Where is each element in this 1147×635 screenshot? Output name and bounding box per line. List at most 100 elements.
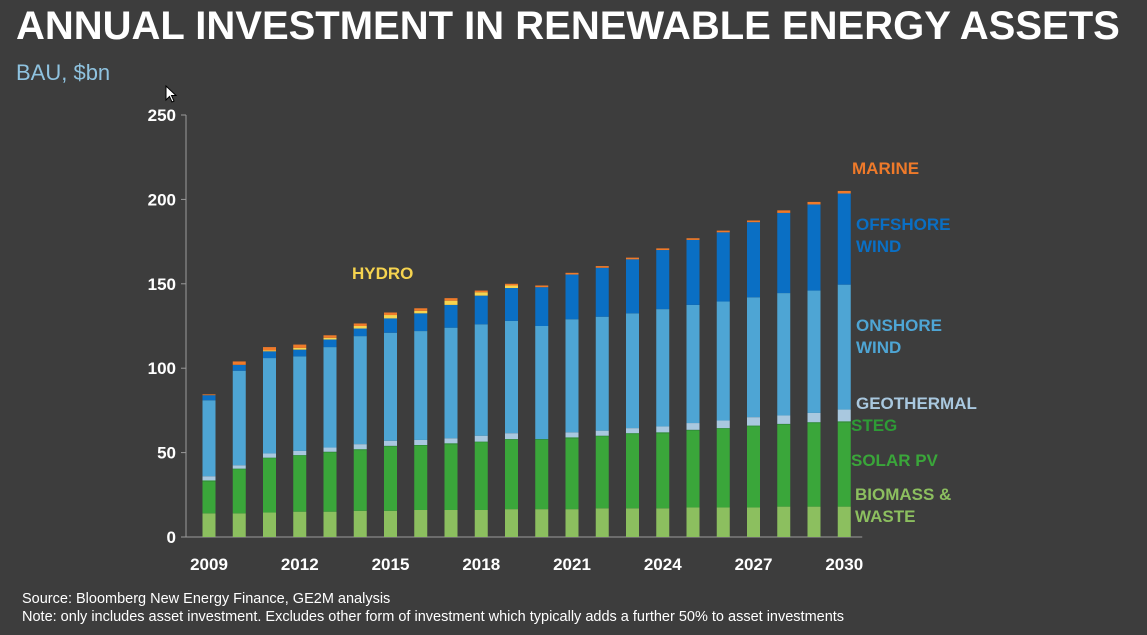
bar-segment-onshore-wind <box>263 358 276 454</box>
bar-segment-marine <box>323 335 337 338</box>
bar-segment-steg <box>565 437 579 439</box>
bar-segment-solar-pv <box>444 444 458 510</box>
bar-segment-marine <box>565 272 579 275</box>
bar-segment-steg <box>686 429 700 431</box>
bar-segment-biomass-waste <box>444 509 458 537</box>
series-label-line2: WIND <box>856 338 901 357</box>
x-tick-label: 2015 <box>372 555 410 574</box>
bar-segment-solar-pv <box>505 439 518 510</box>
footnote: Note: only includes asset investment. Ex… <box>22 609 845 625</box>
bar-segment-onshore-wind <box>353 336 367 445</box>
bar-segment-onshore-wind <box>444 327 458 439</box>
bar-segment-biomass-waste <box>232 513 246 537</box>
bar-segment-geothermal <box>807 412 821 423</box>
bar-segment-offshore-wind <box>323 339 337 348</box>
bar-segment-steg <box>626 433 639 435</box>
bar-segment-solar-pv <box>414 445 428 510</box>
bar-segment-solar-pv <box>323 452 337 512</box>
bars-group <box>202 190 851 537</box>
y-tick-label: 150 <box>148 275 176 294</box>
bar-segment-marine <box>444 298 458 301</box>
bar-segment-solar-pv <box>807 423 821 507</box>
bar-segment-marine <box>353 323 367 326</box>
bar-segment-offshore-wind <box>626 259 639 314</box>
bar-segment-hydro <box>353 326 367 329</box>
bar-segment-marine <box>232 361 246 365</box>
series-label: STEG <box>851 416 897 435</box>
bar-segment-geothermal <box>686 423 700 430</box>
bar-segment-marine <box>626 257 639 260</box>
bar-segment-steg <box>202 480 216 482</box>
bar-segment-solar-pv <box>474 442 488 510</box>
bar-segment-offshore-wind <box>807 204 821 291</box>
bar-segment-steg <box>777 423 791 425</box>
bar-segment-marine <box>263 347 276 351</box>
y-tick-label: 100 <box>148 359 176 378</box>
series-label: SOLAR PV <box>851 451 939 470</box>
bar-segment-onshore-wind <box>837 284 851 410</box>
bar-segment-geothermal <box>626 428 639 434</box>
bar-segment-biomass-waste <box>505 509 518 537</box>
bar-segment-hydro <box>293 347 307 350</box>
bar-segment-solar-pv <box>202 481 216 514</box>
series-label-line2: WASTE <box>855 507 915 526</box>
bar-segment-geothermal <box>747 417 760 426</box>
bar-segment-onshore-wind <box>323 347 337 448</box>
bar-segment-onshore-wind <box>414 331 428 440</box>
bar-segment-marine <box>656 248 670 251</box>
bar-segment-solar-pv <box>384 446 397 511</box>
bar-segment-geothermal <box>656 426 670 433</box>
bar-segment-onshore-wind <box>565 319 579 433</box>
bar-segment-geothermal <box>414 439 428 446</box>
bar-segment-onshore-wind <box>535 326 549 440</box>
bar-segment-offshore-wind <box>505 288 518 321</box>
x-tick-label: 2024 <box>644 555 682 574</box>
bar-segment-marine <box>747 220 760 223</box>
bar-segment-geothermal <box>323 447 337 452</box>
bar-segment-hydro <box>444 300 458 305</box>
bar-segment-marine <box>777 210 791 213</box>
bar-segment-solar-pv <box>837 422 851 507</box>
bar-segment-geothermal <box>444 438 458 444</box>
bar-segment-biomass-waste <box>414 509 428 537</box>
bar-segment-geothermal <box>293 450 307 456</box>
bar-segment-biomass-waste <box>474 509 488 537</box>
series-label: ONSHORE <box>856 316 942 335</box>
bar-segment-marine <box>384 312 397 316</box>
bar-segment-onshore-wind <box>626 313 639 429</box>
bar-segment-onshore-wind <box>293 356 307 451</box>
y-axis: 0 50 100 150 200 250 <box>148 106 187 547</box>
bar-segment-biomass-waste <box>353 510 367 537</box>
bar-segment-steg <box>747 425 760 427</box>
bar-segment-marine <box>474 290 488 293</box>
x-tick-label: 2009 <box>190 555 228 574</box>
bar-segment-steg <box>716 428 730 429</box>
x-tick-label: 2021 <box>553 555 591 574</box>
bar-segment-solar-pv <box>686 430 700 508</box>
bar-segment-biomass-waste <box>595 508 609 537</box>
bar-segment-steg <box>293 455 307 456</box>
bar-segment-steg <box>656 432 670 434</box>
bar-segment-offshore-wind <box>263 351 276 359</box>
bar-segment-steg <box>505 439 518 440</box>
bar-segment-onshore-wind <box>686 304 700 424</box>
bar-segment-hydro <box>323 337 337 340</box>
bar-segment-onshore-wind <box>777 293 791 416</box>
bar-segment-solar-pv <box>747 426 760 508</box>
bar-segment-hydro <box>263 350 276 352</box>
bar-segment-offshore-wind <box>202 395 216 401</box>
bar-segment-solar-pv <box>353 450 367 511</box>
bar-segment-offshore-wind <box>293 349 307 357</box>
bar-segment-biomass-waste <box>837 506 851 537</box>
bar-segment-onshore-wind <box>474 324 488 436</box>
bar-segment-solar-pv <box>565 438 579 510</box>
bar-segment-offshore-wind <box>656 250 670 310</box>
bar-segment-steg <box>444 443 458 445</box>
bar-segment-offshore-wind <box>686 239 700 305</box>
bar-segment-geothermal <box>232 465 246 469</box>
x-tick-label: 2027 <box>735 555 773 574</box>
bar-segment-geothermal <box>777 415 791 424</box>
bar-segment-biomass-waste <box>626 508 639 537</box>
bar-segment-steg <box>384 445 397 447</box>
bar-segment-offshore-wind <box>384 318 397 333</box>
